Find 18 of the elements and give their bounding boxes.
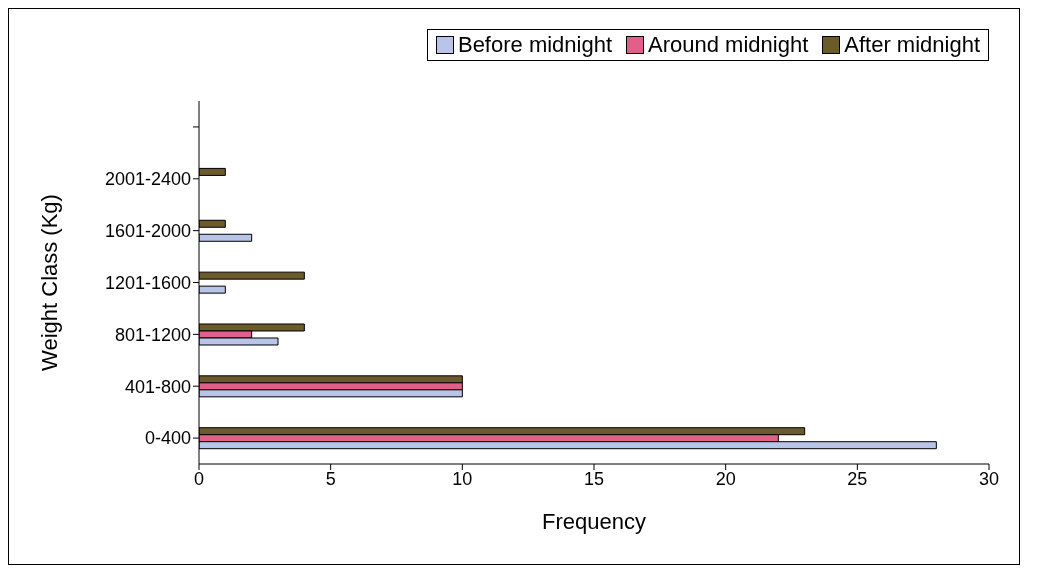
x-tick-label: 0 [193, 468, 205, 489]
x-tick-label: 15 [583, 468, 605, 489]
legend-label: Before midnight [457, 32, 613, 58]
x-axis-title: Frequency [542, 509, 646, 534]
y-tick-label: 0-400 [144, 428, 191, 449]
y-tick-label: 1601-2000 [104, 221, 191, 242]
x-tick-label: 25 [847, 468, 868, 489]
y-tick-label: 801-1200 [114, 324, 191, 345]
legend-label: Around midnight [648, 32, 809, 58]
x-tick-label: 5 [325, 468, 336, 489]
x-tick-label: 10 [452, 468, 473, 489]
x-tick-label: 30 [978, 468, 1000, 489]
y-axis-title: Weight Class (Kg) [36, 194, 62, 371]
x-tick-label: 20 [715, 468, 736, 489]
y-tick-label: 1201-1600 [104, 272, 191, 293]
legend-label: After midnight [844, 32, 980, 58]
y-tick-label: 2001-2400 [104, 169, 191, 190]
y-tick-label: 401-800 [124, 376, 191, 397]
